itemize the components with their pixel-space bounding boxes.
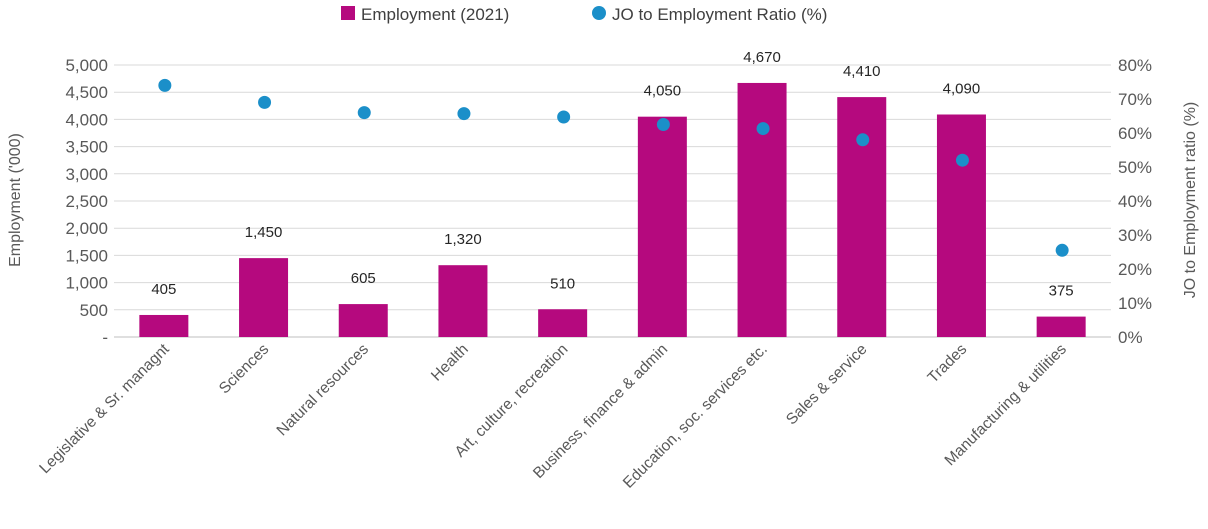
left-tick-label: 2,500 xyxy=(65,192,108,211)
left-tick-label: 2,000 xyxy=(65,219,108,238)
bar xyxy=(936,114,986,337)
bar-data-label: 4,050 xyxy=(644,83,682,100)
left-tick-label: - xyxy=(102,328,108,347)
left-tick-label: 500 xyxy=(80,301,108,320)
legend-swatch-employment xyxy=(341,6,355,20)
left-tick-label: 5,000 xyxy=(65,56,108,75)
ratio-point xyxy=(856,133,870,147)
left-tick-label: 1,500 xyxy=(65,246,108,265)
right-tick-label: 20% xyxy=(1118,260,1152,279)
legend: Employment (2021) JO to Employment Ratio… xyxy=(341,5,827,24)
category-label: Sales & service xyxy=(783,341,871,429)
left-tick-label: 3,500 xyxy=(65,138,108,157)
bar-data-label: 1,450 xyxy=(245,224,283,241)
left-tick-label: 3,000 xyxy=(65,165,108,184)
bar xyxy=(637,116,687,338)
bar-series xyxy=(139,82,1086,338)
data-labels: 405 1,450 605 1,320 510 4,050 4,670 4,410 4,090 3… xyxy=(151,49,1073,300)
left-tick-label: 1,000 xyxy=(65,274,108,293)
right-tick-label: 60% xyxy=(1118,124,1152,143)
ratio-point xyxy=(557,110,571,124)
bar xyxy=(1036,316,1086,337)
ratio-point xyxy=(656,118,670,131)
bar xyxy=(538,309,588,337)
right-axis-ticks: 0% 10% 20% 30% 40% 50% 60% 70% 80% xyxy=(1118,56,1152,347)
bar-data-label: 510 xyxy=(550,275,575,292)
ratio-point xyxy=(955,153,969,167)
legend-label-ratio: JO to Employment Ratio (%) xyxy=(612,5,827,24)
bar-data-label: 405 xyxy=(151,281,176,298)
bar xyxy=(338,304,388,337)
category-label: Sciences xyxy=(216,341,273,398)
category-labels: Legislative & Sr. managnt Sciences Natural… xyxy=(36,340,1070,491)
bar-data-label: 605 xyxy=(351,270,376,287)
category-label: Health xyxy=(428,341,472,385)
category-label: Trades xyxy=(925,341,971,387)
ratio-point xyxy=(158,78,172,92)
category-label: Art, culture, recreation xyxy=(452,341,572,461)
category-label: Natural resources xyxy=(274,341,373,440)
ratio-point xyxy=(357,106,371,120)
bar-data-label: 1,320 xyxy=(444,231,482,248)
right-tick-label: 30% xyxy=(1118,226,1152,245)
bar xyxy=(239,258,289,337)
ratio-point xyxy=(1055,243,1069,257)
bar xyxy=(139,314,189,337)
legend-swatch-ratio xyxy=(592,6,606,20)
left-axis-ticks: - 500 1,000 1,500 2,000 2,500 3,000 3,500 4,000 4… xyxy=(65,56,108,347)
left-tick-label: 4,000 xyxy=(65,110,108,129)
ratio-point xyxy=(258,95,272,109)
right-tick-label: 0% xyxy=(1118,328,1143,347)
bar xyxy=(438,265,488,337)
right-tick-label: 50% xyxy=(1118,158,1152,177)
bar xyxy=(837,97,887,337)
bar-data-label: 4,090 xyxy=(943,81,981,98)
right-axis-title: JO to Employment ratio (%) xyxy=(1182,102,1199,299)
ratio-point xyxy=(756,122,770,136)
bar-data-label: 375 xyxy=(1049,283,1074,300)
legend-label-employment: Employment (2021) xyxy=(361,5,509,24)
right-tick-label: 80% xyxy=(1118,56,1152,75)
right-tick-label: 70% xyxy=(1118,90,1152,109)
bar-data-label: 4,670 xyxy=(743,49,781,66)
bar xyxy=(737,82,787,338)
left-tick-label: 4,500 xyxy=(65,83,108,102)
ratio-series xyxy=(158,78,1069,257)
bar-data-label: 4,410 xyxy=(843,63,881,80)
category-label: Legislative & Sr. managnt xyxy=(36,340,173,477)
right-tick-label: 10% xyxy=(1118,294,1152,313)
left-axis-title: Employment ('000) xyxy=(7,133,24,267)
ratio-point xyxy=(457,107,471,121)
right-tick-label: 40% xyxy=(1118,192,1152,211)
